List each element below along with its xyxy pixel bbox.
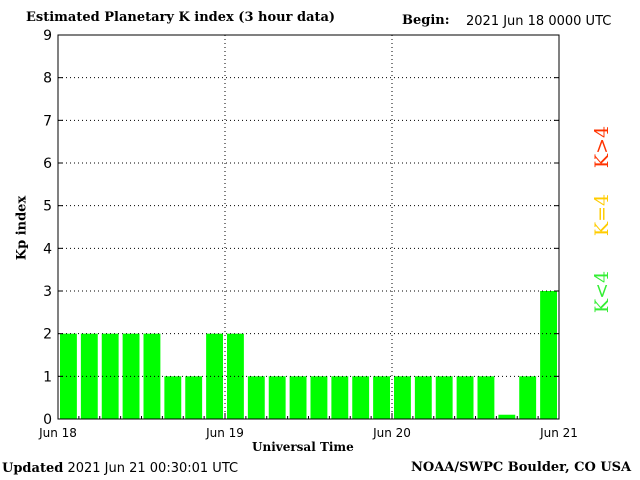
y-tick-label-4: 4 [43, 241, 52, 257]
bar-23 [540, 291, 557, 419]
bar-10 [268, 376, 286, 419]
bar-14 [352, 376, 370, 419]
y-tick-label-7: 7 [43, 113, 52, 129]
y-tick-label-3: 3 [43, 284, 52, 300]
bar-8 [227, 333, 244, 419]
bar-21 [498, 414, 516, 419]
credit-text: NOAA/SWPC Boulder, CO USA [411, 460, 632, 475]
chart-title: Estimated Planetary K index (3 hour data… [26, 10, 336, 25]
legend-k-below-4: K<4 [591, 270, 613, 314]
x-tick-label-0: Jun 18 [38, 426, 77, 440]
begin-label: Begin: [402, 13, 450, 28]
bar-11 [289, 376, 307, 419]
bar-6 [185, 376, 203, 419]
bar-5 [164, 376, 182, 419]
bar-19 [456, 376, 474, 419]
x-axis-label: Universal Time [252, 440, 354, 454]
bar-9 [247, 376, 265, 419]
x-tick-label-3: Jun 21 [539, 426, 578, 440]
bar-0 [60, 333, 77, 419]
updated-value: 2021 Jun 21 00:30:01 UTC [67, 461, 239, 476]
x-tick-label-2: Jun 20 [372, 426, 411, 440]
bar-3 [122, 333, 140, 419]
bar-22 [519, 376, 537, 419]
y-tick-label-9: 9 [43, 28, 52, 44]
y-tick-label-1: 1 [43, 369, 52, 385]
bar-20 [477, 376, 495, 419]
bar-15 [373, 376, 390, 419]
updated-label: Updated [2, 461, 64, 476]
bar-1 [80, 333, 98, 419]
bar-4 [143, 333, 161, 419]
bar-13 [331, 376, 349, 419]
y-tick-label-2: 2 [43, 327, 52, 343]
y-tick-label-5: 5 [43, 199, 52, 215]
bar-16 [394, 376, 411, 419]
legend-k-above-4: K>4 [591, 125, 613, 169]
y-tick-label-0: 0 [43, 412, 52, 428]
y-axis-label: Kp index [14, 195, 30, 261]
bar-12 [310, 376, 328, 419]
legend-k-equals-4: K=4 [591, 193, 613, 237]
y-tick-label-6: 6 [43, 156, 52, 172]
bar-17 [414, 376, 432, 419]
begin-value: 2021 Jun 18 0000 UTC [466, 14, 612, 29]
x-tick-label-1: Jun 19 [205, 426, 244, 440]
y-tick-label-8: 8 [43, 71, 52, 87]
bar-18 [435, 376, 453, 419]
updated-timestamp: Updated 2021 Jun 21 00:30:01 UTC [2, 461, 238, 476]
